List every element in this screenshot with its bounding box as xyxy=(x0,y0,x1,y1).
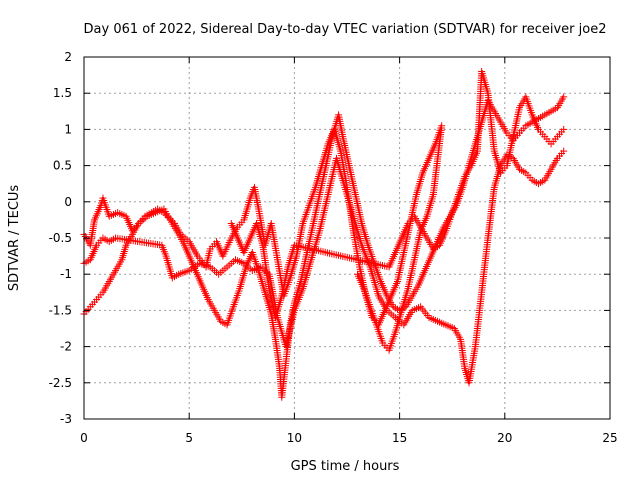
data-points xyxy=(80,67,568,401)
y-tick-label: -2 xyxy=(60,340,72,354)
x-tick-label: 0 xyxy=(80,431,88,445)
data-point xyxy=(560,125,568,133)
y-tick-label: -0.5 xyxy=(49,231,72,245)
series-track-b xyxy=(80,93,568,401)
y-tick-label: 1 xyxy=(64,122,72,136)
series-track-d xyxy=(227,67,568,322)
y-tick-label: -1 xyxy=(60,267,72,281)
data-point xyxy=(560,147,568,155)
y-tick-label: -2.5 xyxy=(49,376,72,390)
y-tick-label: 2 xyxy=(64,50,72,64)
x-axis-label: GPS time / hours xyxy=(291,459,400,474)
x-tick-label: 5 xyxy=(185,431,193,445)
y-tick-label: 0.5 xyxy=(53,159,72,173)
y-tick-labels: -3 -2.5 -2 -1.5 -1 -0.5 0 0.5 1 1.5 2 xyxy=(49,50,72,426)
chart-title: Day 061 of 2022, Sidereal Day-to-day VTE… xyxy=(84,22,607,37)
y-tick-label: 0 xyxy=(64,195,72,209)
data-point xyxy=(560,93,568,101)
x-tick-label: 15 xyxy=(392,431,407,445)
x-tick-label: 20 xyxy=(497,431,512,445)
x-tick-label: 10 xyxy=(287,431,302,445)
data-point xyxy=(354,270,362,278)
y-tick-label: -1.5 xyxy=(49,303,72,317)
x-tick-labels: 0 5 10 15 20 25 xyxy=(80,431,617,445)
y-tick-label: -3 xyxy=(60,412,72,426)
x-tick-label: 25 xyxy=(602,431,617,445)
y-tick-label: 1.5 xyxy=(53,86,72,100)
y-axis-label: SDTVAR / TECUs xyxy=(7,185,22,292)
plot-frame xyxy=(83,56,611,420)
